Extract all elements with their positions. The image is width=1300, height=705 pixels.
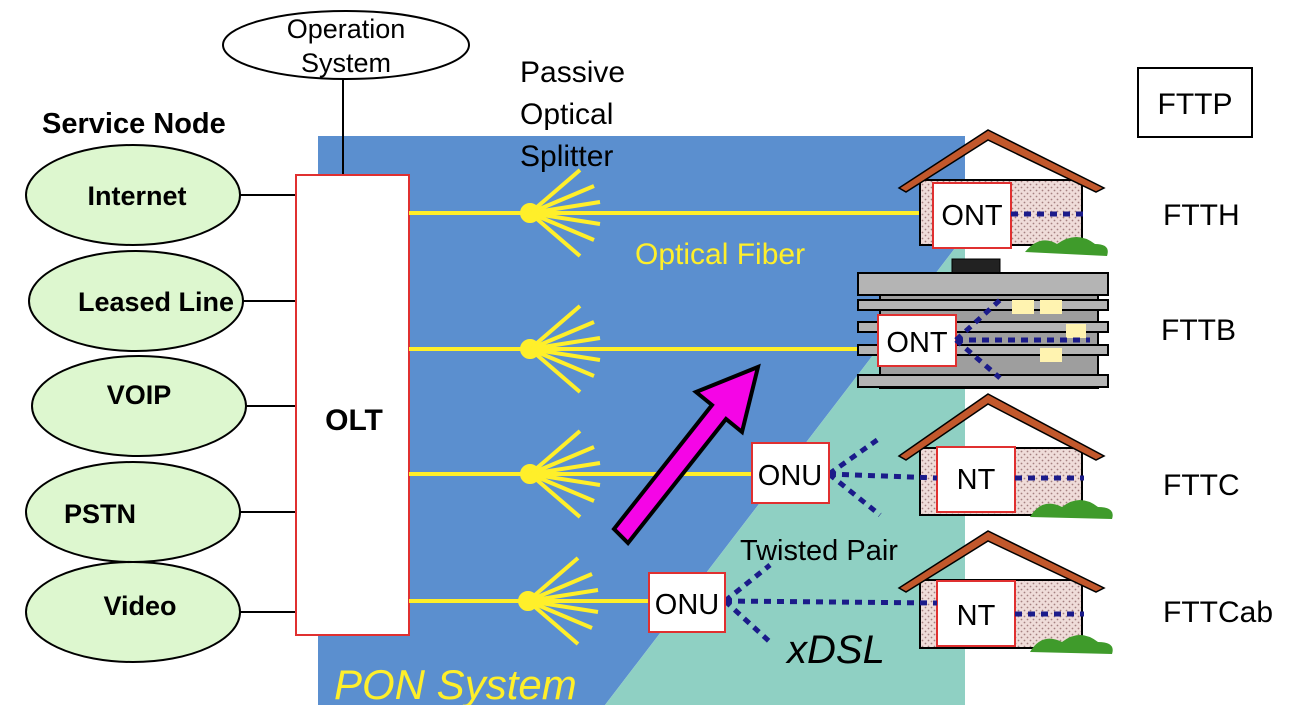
house-fttcab: NT <box>897 530 1113 654</box>
access-type-fttb: FTTB <box>1161 314 1236 347</box>
splitter-2 <box>520 304 601 394</box>
migration-arrow <box>611 363 761 547</box>
ont-label-ftth: ONT <box>941 200 1003 232</box>
fiber-lines <box>409 211 935 603</box>
ont-label-fttb: ONT <box>886 327 948 359</box>
twisted-pair-label: Twisted Pair <box>740 535 898 567</box>
onu-box-fttc <box>751 442 830 504</box>
service-leased-line-label: Leased Line <box>78 287 234 317</box>
service-internet-label: Internet <box>87 181 186 211</box>
onu-label-fttcab: ONU <box>655 589 719 621</box>
optical-fiber-label: Optical Fiber <box>635 238 805 271</box>
service-olt-links <box>240 194 296 613</box>
splitter-label-line1: Passive <box>520 56 625 89</box>
olt-box <box>295 174 410 636</box>
nt-box-fttcab <box>936 580 1016 647</box>
copper-fan-fttc <box>827 435 938 517</box>
access-type-fttc: FTTC <box>1163 469 1240 502</box>
house-fttc: NT <box>897 393 1113 519</box>
fttp-label: FTTP <box>1158 88 1233 121</box>
splitter-label-line3: Splitter <box>520 140 613 173</box>
service-pstn-label: PSTN <box>64 499 136 529</box>
copper-fan-fttcab <box>723 563 938 644</box>
fttp-box <box>1137 67 1253 138</box>
splitter-3 <box>520 429 601 519</box>
pon-system-region <box>318 136 965 705</box>
nt-box-fttc <box>936 446 1016 513</box>
service-node-title: Service Node <box>42 108 226 140</box>
building-fttb: ONT <box>857 258 1109 389</box>
access-type-ftth: FTTH <box>1163 199 1240 232</box>
onu-label-fttc: ONU <box>758 460 822 492</box>
nt-label-fttcab: NT <box>957 600 996 632</box>
splitter-label-line2: Optical <box>520 98 613 131</box>
house-ftth: ONT <box>897 129 1108 256</box>
operation-system-label-line1: Operation <box>287 14 406 44</box>
onu-box-fttcab <box>648 572 726 633</box>
service-voip-label: VOIP <box>107 380 172 410</box>
nt-label-fttc: NT <box>957 464 996 496</box>
splitter-4 <box>518 556 599 646</box>
splitter-1 <box>520 168 601 258</box>
access-type-fttcab: FTTCab <box>1163 596 1273 629</box>
pon-system-label: PON System <box>334 661 577 705</box>
service-video-label: Video <box>103 591 176 621</box>
passive-splitters <box>518 168 601 646</box>
xdsl-label: xDSL <box>785 628 885 672</box>
ont-box-fttb <box>877 314 957 367</box>
operation-system-node <box>222 10 470 80</box>
ont-box-ftth <box>932 182 1012 249</box>
operation-system-label-line2: System <box>301 48 391 78</box>
olt-label: OLT <box>325 404 383 437</box>
